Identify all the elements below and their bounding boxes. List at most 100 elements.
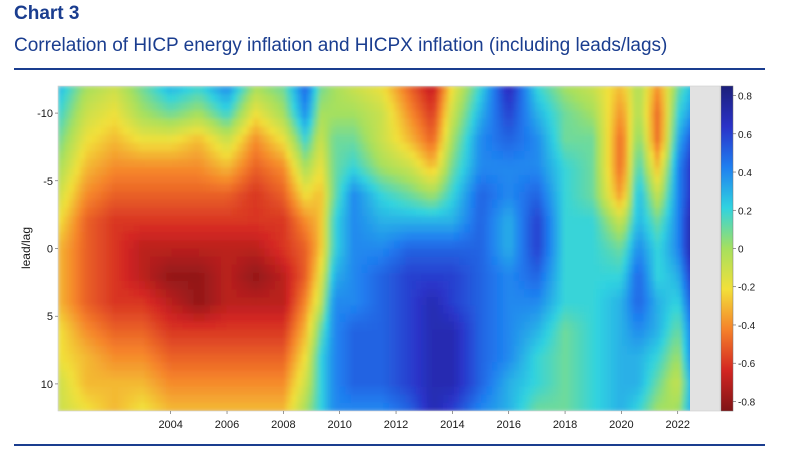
heatmap-cell [236,354,243,363]
heatmap-cell [334,142,341,152]
heatmap-cell [312,370,319,380]
heatmap-cell [323,370,330,380]
heatmap-cell [518,86,525,95]
heatmap-cell [253,378,260,388]
heatmap-cell [529,281,536,290]
heatmap-cell [584,256,591,266]
heatmap-cell [123,378,130,388]
heatmap-cell [627,94,634,103]
heatmap-cell [291,281,298,290]
heatmap-cell [676,199,683,209]
heatmap-cell [339,216,346,225]
heatmap-cell [480,386,487,396]
heatmap-cell [475,402,482,411]
heatmap-cell [502,134,509,144]
heatmap-cell [611,329,618,339]
heatmap-cell [236,126,243,136]
heatmap-cell [236,86,243,95]
heatmap-cell [556,337,563,347]
heatmap-cell [432,159,439,168]
heatmap-cell [676,321,683,331]
heatmap-cell [611,151,618,160]
heatmap-cell [209,297,216,306]
heatmap-cell [74,151,81,160]
heatmap-cell [144,159,151,168]
heatmap-cell [497,346,504,355]
heatmap-cell [497,321,504,331]
heatmap-cell [377,102,384,111]
heatmap-cell [464,240,471,250]
heatmap-cell [339,272,346,282]
heatmap-cell [632,151,639,160]
colorbar-tick-label: 0 [738,245,744,256]
heatmap-cell [90,159,97,168]
heatmap-cell [616,313,623,323]
heatmap-cell [161,191,168,201]
heatmap-cell [117,329,124,339]
heatmap-cell [616,151,623,160]
heatmap-cell [280,175,287,185]
heatmap-cell [426,370,433,380]
heatmap-cell [540,232,547,241]
heatmap-cell [594,362,601,371]
heatmap-cell [654,281,661,290]
heatmap-cell [106,199,113,209]
heatmap-cell [415,183,422,193]
heatmap-cell [562,183,569,193]
heatmap-cell [502,151,509,160]
heatmap-cell [285,321,292,331]
heatmap-cell [150,248,157,258]
heatmap-cell [676,248,683,258]
heatmap-cell [475,256,482,266]
heatmap-cell [291,346,298,355]
heatmap-cell [421,305,428,315]
heatmap-cell [361,305,368,315]
heatmap-cell [231,142,238,152]
heatmap-cell [486,289,493,298]
heatmap-cell [529,329,536,339]
heatmap-cell [518,337,525,347]
heatmap-cell [204,224,211,233]
heatmap-cell [85,297,92,306]
heatmap-cell [670,175,677,185]
heatmap-cell [68,142,75,152]
heatmap-cell [95,159,102,168]
heatmap-cell [383,264,390,274]
heatmap-cell [274,134,281,144]
heatmap-cell [296,86,303,95]
heatmap-cell [681,313,688,323]
heatmap-cell [123,224,130,233]
heatmap-cell [513,289,520,298]
heatmap-cell [79,199,86,209]
heatmap-cell [166,313,173,323]
heatmap-cell [518,346,525,355]
heatmap-cell [399,362,406,371]
heatmap-cell [372,207,379,217]
heatmap-cell [171,216,178,225]
heatmap-cell [535,272,542,282]
y-tick-label: -5 [43,176,53,188]
heatmap-cell [182,362,189,371]
heatmap-cell [578,346,585,355]
heatmap-cell [681,256,688,266]
heatmap-cell [291,240,298,250]
heatmap-cell [209,240,216,250]
heatmap-cell [312,183,319,193]
heatmap-cell [480,191,487,201]
heatmap-cell [459,402,466,411]
heatmap-cell [627,346,634,355]
heatmap-cell [280,337,287,347]
heatmap-cell [133,329,140,339]
heatmap-cell [600,102,607,111]
heatmap-cell [524,159,531,168]
heatmap-cell [361,313,368,323]
heatmap-cell [74,126,81,136]
heatmap-cell [220,370,227,380]
heatmap-cell [562,337,569,347]
heatmap-cell [85,94,92,103]
heatmap-cell [464,183,471,193]
heatmap-cell [383,224,390,233]
heatmap-cell [95,183,102,193]
heatmap-cell [573,207,580,217]
heatmap-cell [220,329,227,339]
